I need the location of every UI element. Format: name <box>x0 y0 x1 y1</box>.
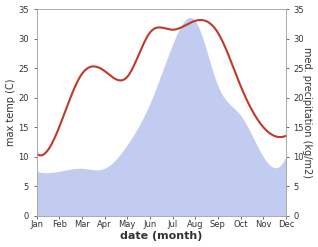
X-axis label: date (month): date (month) <box>120 231 203 242</box>
Y-axis label: med. precipitation (kg/m2): med. precipitation (kg/m2) <box>302 47 313 178</box>
Y-axis label: max temp (C): max temp (C) <box>5 79 16 146</box>
